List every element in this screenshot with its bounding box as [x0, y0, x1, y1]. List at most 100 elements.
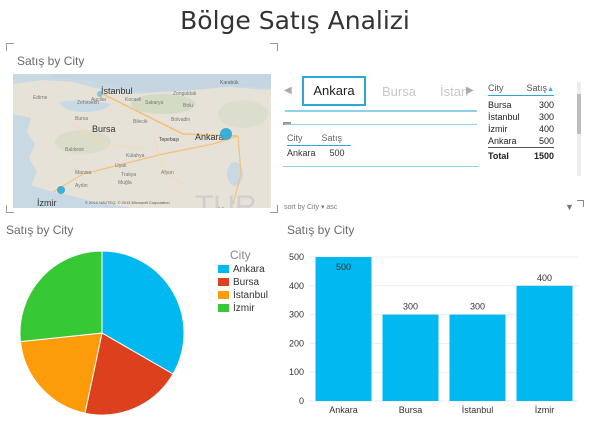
tab-ankara[interactable]: Ankara: [302, 76, 366, 106]
tile-corner-tr: [270, 43, 278, 51]
map-label-7: Bolu: [183, 103, 193, 109]
mini-table: City Satış Ankara 500: [287, 131, 351, 160]
sort-by-label[interactable]: sort by City ▾ asc: [284, 204, 338, 211]
map-label-16: Manisa: [75, 170, 91, 176]
map-label-12: Tepebaşı: [159, 137, 179, 143]
map-label-14: Kütahya: [126, 153, 145, 159]
legend-label: Bursa: [233, 277, 260, 288]
map-label-18: Trakya: [121, 172, 136, 178]
x-tick-label: Bursa: [399, 405, 423, 415]
y-tick-label: 300: [289, 310, 304, 320]
tab-scroll-handle[interactable]: [283, 122, 291, 125]
legend-label: İzmir: [233, 303, 255, 314]
legend-swatch: [218, 278, 229, 287]
y-tick-label: 200: [289, 338, 304, 348]
tab-strip-line-lower: [285, 124, 477, 125]
bar-bursa[interactable]: [382, 314, 439, 401]
map-bubble-istanbul[interactable]: [97, 91, 103, 97]
map-tile[interactable]: [6, 43, 278, 213]
table-row[interactable]: Ankara 500: [488, 135, 554, 148]
map-tile-title: Satış by City: [17, 54, 85, 68]
x-tick-label: İzmir: [535, 405, 555, 415]
map-bubble-ankara[interactable]: [220, 128, 232, 140]
pie-slice-bursa[interactable]: [84, 332, 174, 416]
legend-label: Ankara: [233, 264, 265, 275]
map-label-8: Sakarya: [145, 100, 164, 106]
table-row[interactable]: Bursa 300: [488, 96, 554, 112]
pie-slice-izmir[interactable]: [19, 250, 103, 343]
bar-data-label: 300: [403, 302, 418, 312]
map-copyright: © 2010 NAVTEQ, © 2013 Microsoft Corporat…: [85, 200, 170, 205]
mini-table-cell: Ankara: [287, 148, 316, 158]
list-cell: 400: [538, 124, 554, 134]
y-tick-label: 500: [289, 252, 304, 262]
legend-swatch: [218, 265, 229, 274]
tile-corner-tl: [6, 43, 14, 51]
total-value: 1500: [523, 147, 554, 162]
list-cell: İzmir: [488, 124, 508, 134]
map-bubble-izmir[interactable]: [57, 186, 65, 194]
list-cell: 300: [538, 100, 554, 110]
mini-table-header-city: City: [287, 133, 303, 143]
list-header-city[interactable]: City: [488, 82, 524, 96]
table-row[interactable]: İzmir 400: [488, 123, 554, 135]
map-label-0: İstanbul: [101, 86, 133, 96]
city-list-table[interactable]: City Satış▲ Bursa 300 İstanbul 300 İzmir 40…: [488, 82, 554, 162]
list-cell: 500: [538, 136, 554, 146]
tab-prev-arrow[interactable]: ◀: [284, 85, 292, 96]
list-cell: Ankara: [488, 136, 517, 146]
map-labels: İstanbul Bursa Ankara İzmir Konya Karabük Zong…: [33, 80, 257, 208]
map-label-24: Bursa: [75, 116, 88, 122]
tab-istanbul[interactable]: İstan: [440, 84, 469, 99]
bar-data-label: 400: [537, 273, 552, 283]
bar-istanbul[interactable]: [449, 314, 506, 401]
map-label-9: Kocaeli: [125, 97, 141, 103]
tab-bursa[interactable]: Bursa: [382, 84, 416, 99]
bar-data-label: 300: [470, 302, 485, 312]
map-label-1: Bursa: [92, 124, 116, 134]
list-cell: İstanbul: [488, 112, 520, 122]
tab-next-arrow[interactable]: ▶: [466, 85, 474, 96]
bar-izmir[interactable]: [516, 285, 573, 401]
list-scrollbar-thumb[interactable]: [577, 94, 581, 134]
map-label-3: İzmir: [37, 198, 57, 208]
bar-ankara[interactable]: [315, 257, 372, 401]
legend-item-bursa[interactable]: Bursa: [218, 276, 268, 289]
legend-swatch: [218, 304, 229, 313]
bar-chart[interactable]: 0 100 200 300 400 500 500 Ankara 300 Bursa 300 İsta…: [282, 242, 582, 427]
card-bottom-line: [283, 166, 479, 167]
pie-slice-istanbul[interactable]: [19, 332, 103, 414]
map-label-25: TUR: [195, 190, 257, 208]
table-row[interactable]: İstanbul 300: [488, 111, 554, 123]
list-header-satis-label: Satış: [526, 83, 548, 93]
total-row: Total 1500: [488, 147, 554, 162]
tab-strip-line: [285, 110, 477, 112]
bar-data-label: 500: [336, 262, 351, 272]
legend-item-izmir[interactable]: İzmir: [218, 302, 268, 315]
x-tick-label: Ankara: [329, 405, 358, 415]
list-scrollbar[interactable]: [577, 82, 581, 176]
tile-corner-bl: [6, 205, 14, 213]
map-canvas[interactable]: İstanbul Bursa Ankara İzmir Konya Karabük Zong…: [13, 74, 271, 208]
legend-item-istanbul[interactable]: İstanbul: [218, 289, 268, 302]
filter-icon[interactable]: ▼: [565, 202, 574, 212]
y-tick-label: 0: [299, 396, 304, 406]
bar-tile-title: Satış by City: [287, 223, 355, 237]
list-header-satis[interactable]: Satış▲: [523, 82, 554, 96]
map-label-4: Konya: [218, 206, 244, 208]
pie-slice-ankara[interactable]: [101, 250, 185, 375]
map-label-5: Karabük: [220, 80, 239, 86]
mini-table-cell: 500: [329, 148, 345, 158]
map-label-17: Afyon: [161, 170, 174, 176]
legend-item-ankara[interactable]: Ankara: [218, 263, 268, 276]
y-tick-label: 100: [289, 367, 304, 377]
map-label-6: Zonguldak: [173, 91, 197, 97]
expand-icon[interactable]: [577, 200, 584, 207]
map-svg: İstanbul Bursa Ankara İzmir Konya Karabük Zong…: [13, 74, 271, 208]
pie-chart[interactable]: [0, 240, 200, 430]
map-label-2: Ankara: [195, 132, 224, 142]
map-label-11: Bolvadin: [171, 117, 190, 123]
sort-ascending-icon: ▲: [547, 86, 554, 93]
pie-legend: Ankara Bursa İstanbul İzmir: [218, 263, 268, 315]
legend-label: İstanbul: [233, 290, 269, 301]
